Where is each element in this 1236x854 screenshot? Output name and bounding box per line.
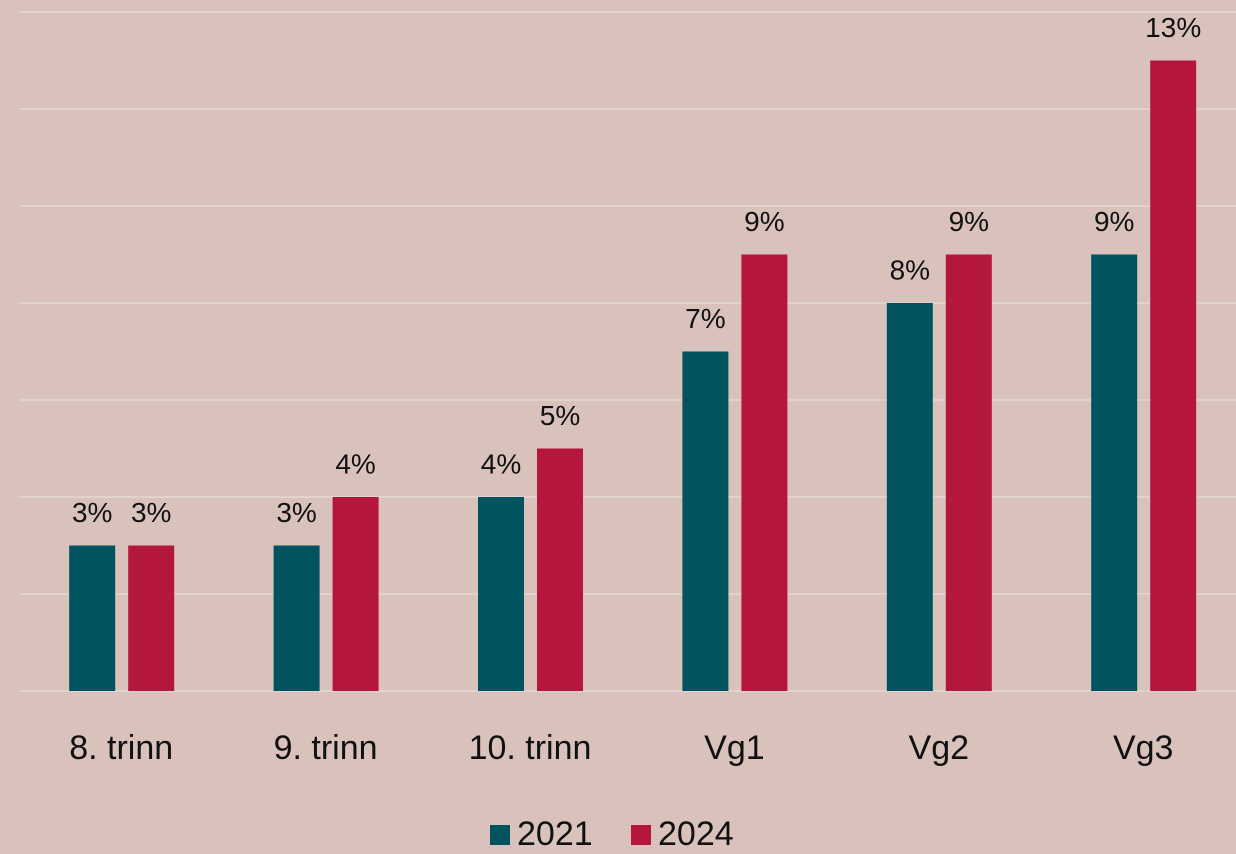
data-label: 5% [540, 400, 580, 431]
data-label: 13% [1145, 12, 1201, 43]
data-label: 4% [481, 448, 521, 479]
legend-swatch [631, 825, 651, 845]
bar [682, 351, 729, 691]
bar [1091, 254, 1138, 691]
data-label: 7% [685, 303, 725, 334]
data-label: 9% [744, 206, 784, 237]
bar [886, 303, 933, 691]
data-label: 8% [890, 254, 930, 285]
data-label: 3% [72, 497, 112, 528]
x-tick-label: Vg2 [909, 729, 970, 767]
data-label: 4% [335, 448, 375, 479]
bar [332, 497, 379, 691]
bar [128, 545, 175, 691]
x-tick-label: Vg3 [1113, 729, 1174, 767]
legend-label: 2021 [517, 815, 593, 853]
x-tick-label: 8. trinn [69, 729, 173, 767]
bar [945, 254, 992, 691]
x-tick-label: 10. trinn [469, 729, 592, 767]
data-label: 3% [276, 497, 316, 528]
x-tick-label: Vg1 [704, 729, 765, 767]
legend-swatch [490, 825, 510, 845]
bar [537, 448, 583, 691]
data-label: 9% [1094, 206, 1134, 237]
bar [1150, 60, 1197, 691]
data-label: 9% [949, 206, 989, 237]
data-label: 3% [131, 497, 171, 528]
bar [478, 497, 524, 691]
legend-label: 2024 [658, 815, 734, 853]
bar [69, 545, 116, 691]
x-tick-label: 9. trinn [274, 729, 378, 767]
bar [741, 254, 788, 691]
bar [273, 545, 320, 691]
